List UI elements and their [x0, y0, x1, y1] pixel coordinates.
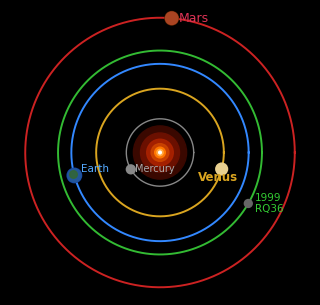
Point	[219, 167, 224, 171]
Text: Earth: Earth	[81, 164, 108, 174]
Point	[72, 173, 77, 178]
Text: Mars: Mars	[179, 12, 209, 25]
Circle shape	[133, 126, 187, 179]
Point	[246, 201, 251, 206]
Circle shape	[157, 149, 163, 156]
Text: 1999
RQ36: 1999 RQ36	[254, 193, 283, 214]
Point	[169, 16, 174, 21]
Point	[169, 16, 174, 21]
Text: Venus: Venus	[198, 171, 238, 185]
Circle shape	[159, 151, 161, 154]
Point	[70, 171, 75, 176]
Text: Mercury: Mercury	[135, 164, 175, 174]
Circle shape	[147, 139, 173, 166]
Circle shape	[155, 147, 165, 158]
Circle shape	[140, 133, 180, 172]
Point	[72, 173, 77, 178]
Point	[128, 167, 133, 172]
Circle shape	[151, 144, 169, 161]
